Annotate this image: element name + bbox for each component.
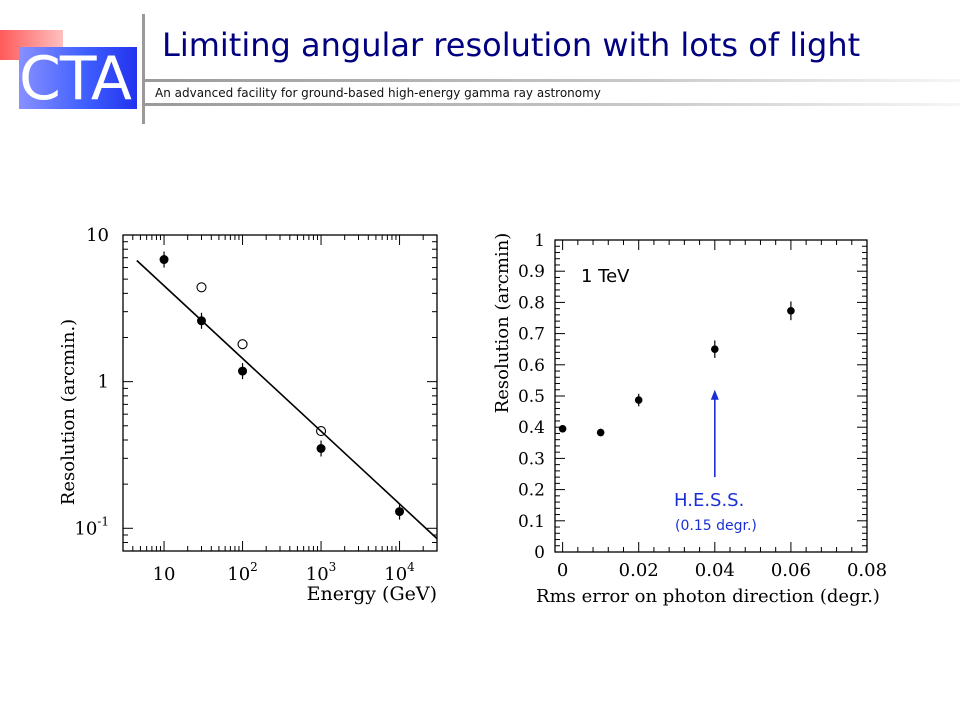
chart2-x-axis-label: Rms error on photon direction (degr.) — [536, 586, 880, 607]
data-point-filled — [238, 366, 248, 376]
x-tick-label: 0 — [557, 560, 568, 581]
y-tick-label: 1 — [534, 231, 545, 251]
chart1-minor-ticks — [122, 234, 438, 552]
energy-resolution-chart: 10 102 103 104 10 1 10-1 Energy (GeV) Resoluti… — [58, 225, 438, 605]
data-point-filled — [316, 444, 326, 454]
y-tick-label: 0.8 — [518, 293, 545, 313]
y-tick-label: 10 — [86, 225, 109, 246]
y-tick-label: 0.4 — [518, 418, 545, 438]
hess-sublabel: (0.15 degr.) — [675, 518, 757, 534]
y-tick-label: 0.1 — [518, 512, 545, 532]
x-tick-label: 104 — [384, 560, 415, 585]
x-tick-label: 102 — [227, 560, 258, 585]
y-tick-label: 0 — [534, 543, 545, 563]
y-tick-label: 0.6 — [518, 356, 545, 376]
x-tick-label: 0.02 — [619, 560, 659, 581]
logo-blue-block — [19, 47, 137, 109]
header-rule-top — [142, 79, 960, 82]
rms-resolution-chart: 0 0.02 0.04 0.06 0.08 0 0.1 0.2 0.3 0.4 0.5 0.6 0.7 0… — [492, 231, 887, 607]
y-tick-label: 0.3 — [518, 449, 545, 469]
x-tick-label: 10 — [153, 564, 176, 585]
chart2-marks — [558, 301, 795, 478]
logo-text: CTA — [19, 44, 132, 114]
chart2-y-axis-label: Resolution (arcmin) — [492, 233, 513, 414]
page-title: Limiting angular resolution with lots of… — [162, 26, 861, 64]
y-tick-label: 0.9 — [518, 262, 545, 282]
x-tick-label: 103 — [306, 560, 337, 585]
data-point — [711, 345, 719, 354]
data-point-filled — [395, 507, 405, 517]
chart1-y-axis-label: Resolution (arcmin.) — [58, 319, 79, 505]
header-vertical-rule — [142, 14, 145, 124]
chart2-ticks — [555, 239, 868, 553]
hess-arrow-head — [710, 389, 719, 400]
x-tick-label: 0.04 — [695, 560, 735, 581]
data-point — [634, 396, 643, 404]
y-tick-label: 0.5 — [518, 387, 545, 407]
x-tick-label: 0.06 — [771, 560, 811, 581]
y-tick-label: 0.2 — [518, 481, 545, 501]
data-point-open — [237, 339, 248, 350]
chart2-energy-annotation: 1 TeV — [581, 266, 630, 287]
data-point — [787, 307, 795, 315]
y-tick-label: 0.7 — [518, 325, 545, 345]
data-point-filled — [159, 255, 169, 265]
chart1-x-axis-label: Energy (GeV) — [307, 583, 437, 605]
y-tick-label: 10-1 — [74, 514, 109, 539]
hess-label: H.E.S.S. — [674, 490, 744, 511]
data-point-open — [196, 282, 207, 293]
chart1-marks — [136, 251, 438, 540]
data-point — [558, 424, 567, 433]
fit-line — [136, 259, 438, 540]
header-rule-bottom — [142, 103, 960, 106]
y-tick-label: 1 — [98, 372, 109, 393]
data-point — [596, 428, 605, 437]
chart2-tick-labels: 0 0.02 0.04 0.06 0.08 0 0.1 0.2 0.3 0.4 0.5 0.6 0.7 0… — [518, 231, 887, 581]
x-tick-label: 0.08 — [847, 560, 887, 581]
page-subtitle: An advanced facility for ground-based hi… — [155, 86, 601, 100]
